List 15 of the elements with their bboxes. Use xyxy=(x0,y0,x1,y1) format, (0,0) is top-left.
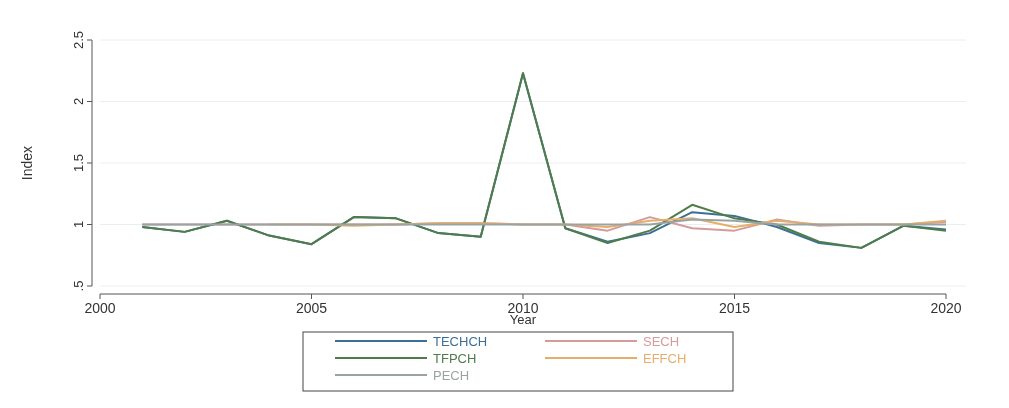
y-axis-title: Index xyxy=(19,145,35,181)
y-tick-label: 2.5 xyxy=(71,30,86,50)
x-tick-label: 2015 xyxy=(718,300,751,316)
y-tick-label: .5 xyxy=(71,280,86,292)
x-tick-label: 2000 xyxy=(84,300,116,316)
text: TFPCH xyxy=(433,351,477,366)
y-tick-label: 1.5 xyxy=(71,153,86,173)
y-tick-label: 1 xyxy=(71,220,86,229)
text: TECHCH xyxy=(433,334,488,349)
text: EFFCH xyxy=(643,351,687,366)
x-tick-label: 2005 xyxy=(295,300,328,316)
text: SECH xyxy=(643,334,680,349)
y-tick-label: 2 xyxy=(71,97,86,106)
text: PECH xyxy=(433,368,470,383)
x-tick-label: 2020 xyxy=(930,300,962,316)
